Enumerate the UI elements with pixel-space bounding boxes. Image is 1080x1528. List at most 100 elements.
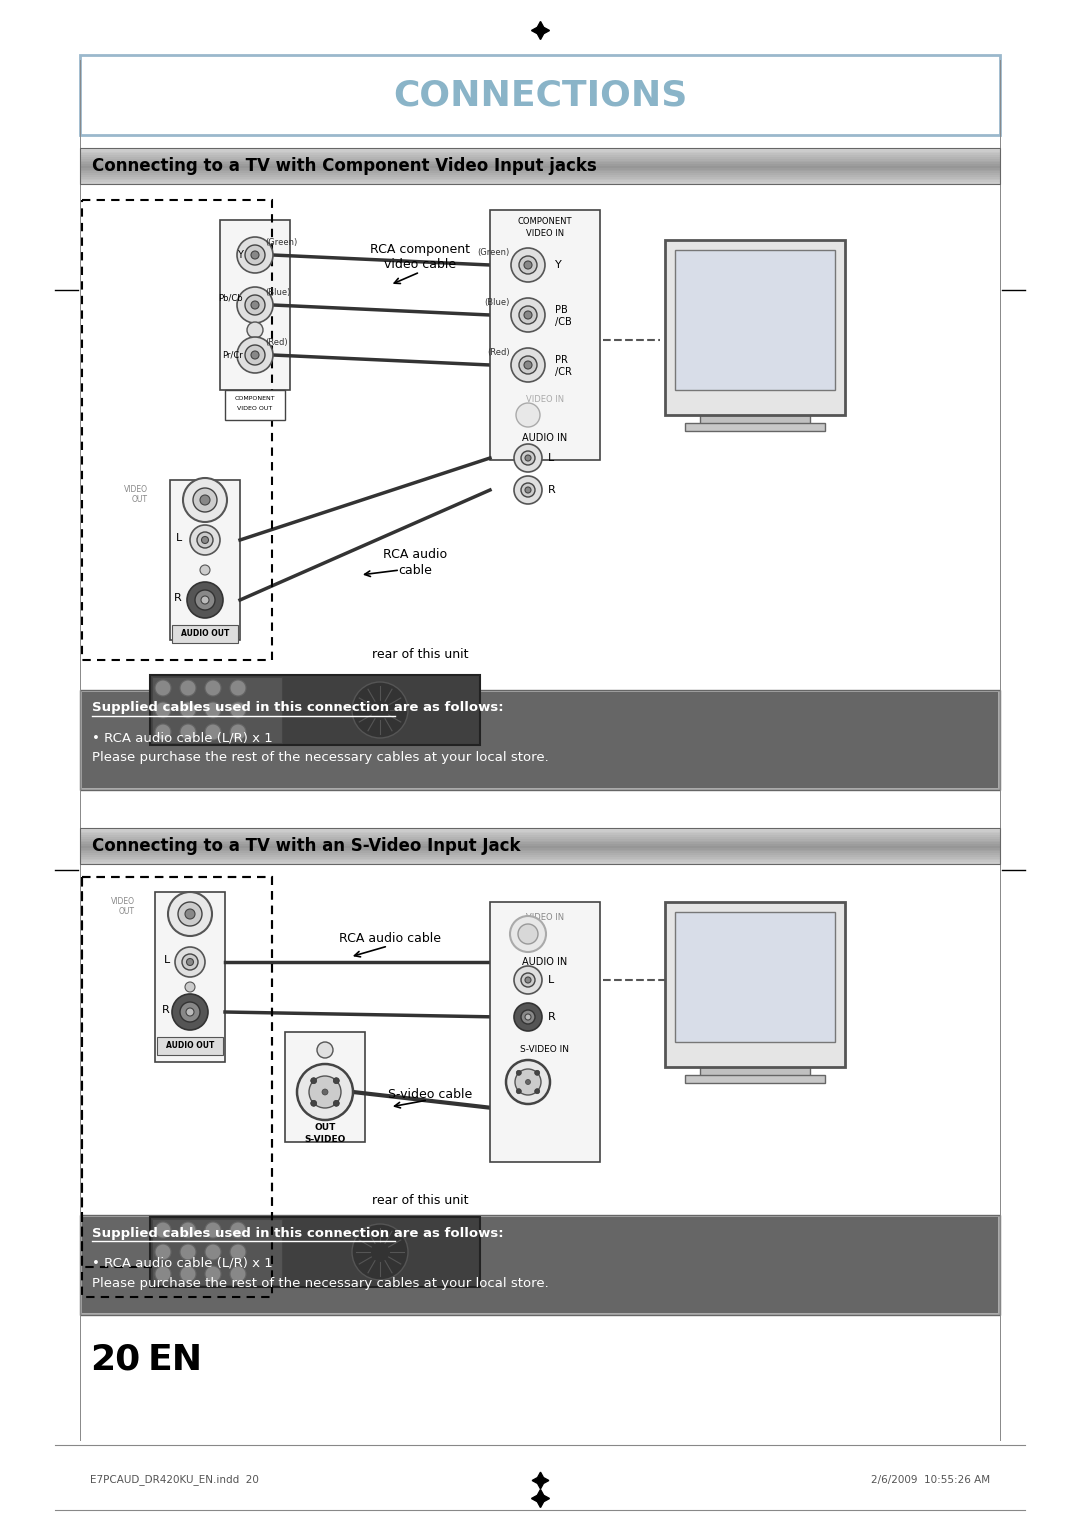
Bar bbox=[80, 842, 1000, 845]
Text: Supplied cables used in this connection are as follows:: Supplied cables used in this connection … bbox=[92, 1227, 503, 1239]
Circle shape bbox=[205, 680, 221, 695]
Text: OUT: OUT bbox=[314, 1123, 336, 1132]
Bar bbox=[82, 200, 272, 660]
Text: Please purchase the rest of the necessary cables at your local store.: Please purchase the rest of the necessar… bbox=[92, 752, 549, 764]
Text: (Red): (Red) bbox=[487, 348, 510, 358]
Text: • RCA audio cable (L/R) x 1: • RCA audio cable (L/R) x 1 bbox=[92, 1256, 273, 1270]
Bar bbox=[80, 157, 1000, 159]
Bar bbox=[80, 153, 1000, 156]
Circle shape bbox=[185, 909, 195, 918]
Circle shape bbox=[514, 477, 542, 504]
Text: VIDEO: VIDEO bbox=[124, 486, 148, 495]
Bar bbox=[150, 1216, 480, 1287]
Circle shape bbox=[521, 451, 535, 465]
Circle shape bbox=[185, 983, 195, 992]
Bar bbox=[665, 902, 845, 1067]
Bar bbox=[150, 675, 480, 746]
Circle shape bbox=[200, 495, 210, 504]
Text: L: L bbox=[548, 452, 554, 463]
Circle shape bbox=[311, 1100, 316, 1106]
Text: R: R bbox=[162, 1005, 170, 1015]
Bar bbox=[80, 179, 1000, 180]
Text: cable: cable bbox=[399, 564, 432, 576]
Text: (Blue): (Blue) bbox=[265, 287, 291, 296]
Text: Y: Y bbox=[555, 260, 562, 270]
Bar bbox=[82, 877, 272, 1297]
Circle shape bbox=[156, 1244, 171, 1261]
Circle shape bbox=[205, 724, 221, 740]
Circle shape bbox=[251, 251, 259, 260]
Circle shape bbox=[519, 306, 537, 324]
Circle shape bbox=[201, 596, 210, 604]
Bar bbox=[152, 1219, 282, 1285]
Circle shape bbox=[180, 1267, 195, 1282]
Circle shape bbox=[187, 582, 222, 617]
Text: E7PCAUD_DR420KU_EN.indd  20: E7PCAUD_DR420KU_EN.indd 20 bbox=[90, 1475, 259, 1485]
Bar bbox=[82, 692, 998, 788]
Circle shape bbox=[516, 1070, 522, 1076]
Text: 20: 20 bbox=[90, 1343, 140, 1377]
Circle shape bbox=[322, 1089, 328, 1096]
Text: VIDEO IN: VIDEO IN bbox=[526, 912, 564, 921]
Text: (Green): (Green) bbox=[477, 249, 510, 258]
Text: VIDEO IN: VIDEO IN bbox=[526, 229, 564, 237]
Bar bbox=[80, 850, 1000, 853]
Text: CONNECTIONS: CONNECTIONS bbox=[393, 78, 687, 112]
Circle shape bbox=[524, 312, 532, 319]
Text: EN: EN bbox=[148, 1343, 203, 1377]
Bar bbox=[80, 173, 1000, 176]
Circle shape bbox=[535, 1088, 540, 1094]
Circle shape bbox=[519, 356, 537, 374]
Bar bbox=[82, 1216, 998, 1313]
Circle shape bbox=[318, 1042, 333, 1057]
Bar bbox=[80, 860, 1000, 863]
Circle shape bbox=[515, 1070, 541, 1096]
Bar bbox=[80, 862, 1000, 865]
Bar bbox=[80, 840, 1000, 843]
Bar bbox=[172, 625, 238, 643]
Bar bbox=[80, 856, 1000, 857]
Circle shape bbox=[180, 1002, 200, 1022]
Circle shape bbox=[180, 701, 195, 718]
Text: /CR: /CR bbox=[555, 367, 572, 377]
Bar bbox=[80, 167, 1000, 168]
Circle shape bbox=[195, 590, 215, 610]
Bar bbox=[80, 163, 1000, 167]
Bar bbox=[675, 251, 835, 390]
Circle shape bbox=[168, 892, 212, 937]
Circle shape bbox=[334, 1100, 339, 1106]
Circle shape bbox=[230, 1244, 246, 1261]
Circle shape bbox=[525, 976, 531, 983]
Text: Pr/Cr: Pr/Cr bbox=[222, 350, 243, 359]
Circle shape bbox=[205, 701, 221, 718]
Bar bbox=[80, 848, 1000, 850]
Text: AUDIO IN: AUDIO IN bbox=[523, 432, 568, 443]
Circle shape bbox=[514, 966, 542, 995]
Text: OUT: OUT bbox=[132, 495, 148, 504]
Circle shape bbox=[205, 1244, 221, 1261]
Circle shape bbox=[156, 701, 171, 718]
Text: (Green): (Green) bbox=[265, 237, 297, 246]
Bar bbox=[157, 1038, 222, 1054]
Circle shape bbox=[507, 1060, 550, 1105]
Circle shape bbox=[245, 295, 265, 315]
Circle shape bbox=[245, 345, 265, 365]
Bar bbox=[675, 912, 835, 1042]
Text: L: L bbox=[176, 533, 183, 542]
Bar bbox=[80, 171, 1000, 174]
Circle shape bbox=[247, 322, 264, 338]
Bar bbox=[80, 148, 1000, 183]
Bar bbox=[700, 1067, 810, 1079]
Circle shape bbox=[514, 1002, 542, 1031]
Bar bbox=[80, 830, 1000, 833]
Circle shape bbox=[156, 1267, 171, 1282]
Bar bbox=[80, 691, 1000, 790]
Text: R: R bbox=[548, 1012, 556, 1022]
Text: PR: PR bbox=[555, 354, 568, 365]
Bar bbox=[80, 150, 1000, 153]
Bar bbox=[80, 180, 1000, 183]
Circle shape bbox=[511, 348, 545, 382]
Circle shape bbox=[200, 565, 210, 575]
Circle shape bbox=[230, 680, 246, 695]
Circle shape bbox=[516, 1088, 522, 1094]
